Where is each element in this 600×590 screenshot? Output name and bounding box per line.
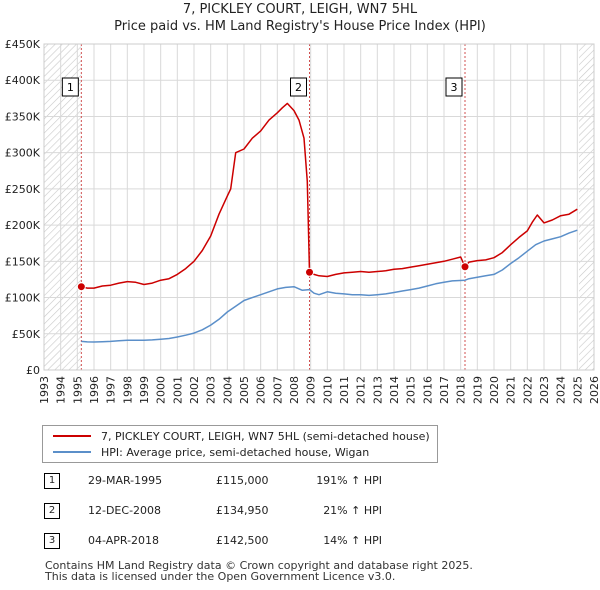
sale-row: 2 12-DEC-2008 £134,950 21% ↑ HPI xyxy=(40,502,440,532)
y-tick-label: £0 xyxy=(26,364,40,377)
legend-swatch-property xyxy=(53,435,91,437)
y-tick-label: £150K xyxy=(5,255,41,268)
x-tick-label: 2023 xyxy=(538,376,551,404)
x-tick-label: 2017 xyxy=(438,376,451,404)
footer-copyright: Contains HM Land Registry data © Crown c… xyxy=(45,559,473,572)
x-tick-label: 1993 xyxy=(38,376,51,404)
sales-table: 1 29-MAR-1995 £115,000 191% ↑ HPI 2 12-D… xyxy=(40,472,440,562)
y-tick-label: £350K xyxy=(5,110,41,123)
x-tick-label: 2020 xyxy=(488,376,501,404)
hatched-region xyxy=(579,44,594,370)
sale-point xyxy=(305,267,314,277)
legend-item-hpi: HPI: Average price, semi-detached house,… xyxy=(53,444,369,460)
sale-date: 29-MAR-1995 xyxy=(88,474,163,487)
footer-note: Contains HM Land Registry data © Crown c… xyxy=(45,560,473,582)
sale-hpi-change: 191% ↑ HPI xyxy=(316,474,382,487)
x-tick-label: 2011 xyxy=(338,376,351,404)
sale-marker-label: 2 xyxy=(295,81,302,94)
sale-marker-badge xyxy=(290,77,307,97)
sale-row: 3 04-APR-2018 £142,500 14% ↑ HPI xyxy=(40,532,440,562)
sale-number-badge: 2 xyxy=(44,503,60,519)
x-tick-label: 1996 xyxy=(88,376,101,404)
sale-date: 04-APR-2018 xyxy=(88,534,160,547)
chart-title: 7, PICKLEY COURT, LEIGH, WN7 5HL xyxy=(182,2,418,17)
sale-number-badge: 3 xyxy=(44,533,60,549)
sale-point xyxy=(76,282,86,292)
x-tick-label: 2001 xyxy=(171,376,184,404)
x-tick-label: 2014 xyxy=(388,376,401,404)
sale-row: 1 29-MAR-1995 £115,000 191% ↑ HPI xyxy=(40,472,440,502)
hatched-region xyxy=(44,44,82,370)
y-tick-label: £250K xyxy=(5,183,41,196)
x-tick-label: 2016 xyxy=(421,376,434,404)
x-tick-label: 2000 xyxy=(155,376,168,404)
sale-hpi-change: 21% ↑ HPI xyxy=(323,504,382,517)
legend-label-property: 7, PICKLEY COURT, LEIGH, WN7 5HL (semi-d… xyxy=(101,429,430,443)
x-tick-label: 1994 xyxy=(55,376,68,404)
x-tick-label: 2005 xyxy=(238,376,251,404)
hpi-series-line xyxy=(81,229,578,343)
legend-item-property: 7, PICKLEY COURT, LEIGH, WN7 5HL (semi-d… xyxy=(53,428,430,444)
x-tick-label: 2024 xyxy=(555,376,568,404)
sale-price: £142,500 xyxy=(216,534,269,547)
property-series-line xyxy=(81,102,578,289)
sale-number-badge: 1 xyxy=(44,473,60,489)
x-tick-label: 2025 xyxy=(571,376,584,404)
x-tick-label: 1995 xyxy=(71,376,84,404)
sale-price: £134,950 xyxy=(216,504,269,517)
x-tick-label: 2019 xyxy=(471,376,484,404)
y-tick-label: £200K xyxy=(5,219,41,232)
price-chart: £0 £50K £100K £150K £200K £250K £300K £350K £400… xyxy=(5,38,600,404)
sale-marker-label: 1 xyxy=(67,81,74,94)
footer-license: This data is licensed under the Open Gov… xyxy=(45,570,396,583)
sale-price: £115,000 xyxy=(216,474,269,487)
y-tick-label: £450K xyxy=(5,38,41,51)
y-tick-label: £300K xyxy=(5,147,41,160)
y-tick-label: £100K xyxy=(5,292,41,305)
legend: 7, PICKLEY COURT, LEIGH, WN7 5HL (semi-d… xyxy=(42,425,438,463)
sale-hpi-change: 14% ↑ HPI xyxy=(323,534,382,547)
x-tick-label: 2012 xyxy=(355,376,368,404)
sale-date: 12-DEC-2008 xyxy=(88,504,162,517)
x-tick-label: 2021 xyxy=(505,376,518,404)
x-tick-label: 2008 xyxy=(288,376,301,404)
plot-frame xyxy=(43,43,595,371)
x-tick-label: 2010 xyxy=(321,376,334,404)
chart-subtitle: Price paid vs. HM Land Registry's House … xyxy=(114,19,486,34)
x-tick-label: 2009 xyxy=(305,376,318,404)
x-tick-label: 2013 xyxy=(371,376,384,404)
x-tick-label: 1999 xyxy=(138,376,151,404)
y-tick-label: £400K xyxy=(5,74,41,87)
x-tick-label: 2004 xyxy=(221,376,234,404)
x-tick-label: 2026 xyxy=(588,376,600,404)
x-tick-label: 2003 xyxy=(205,376,218,404)
x-tick-label: 2007 xyxy=(271,376,284,404)
sale-marker-badge xyxy=(445,77,463,97)
x-tick-label: 1998 xyxy=(121,376,134,404)
x-tick-label: 2022 xyxy=(521,376,534,404)
x-tick-label: 2018 xyxy=(455,376,468,404)
legend-label-hpi: HPI: Average price, semi-detached house,… xyxy=(101,445,370,459)
sale-marker-label: 3 xyxy=(451,81,458,94)
legend-swatch-hpi xyxy=(53,451,91,453)
x-tick-label: 2015 xyxy=(405,376,418,404)
sale-point xyxy=(460,262,470,272)
x-tick-label: 1997 xyxy=(105,376,118,404)
sale-marker-badge xyxy=(61,77,79,97)
x-tick-label: 2002 xyxy=(188,376,201,404)
y-tick-label: £50K xyxy=(12,328,41,341)
x-tick-label: 2006 xyxy=(255,376,268,404)
